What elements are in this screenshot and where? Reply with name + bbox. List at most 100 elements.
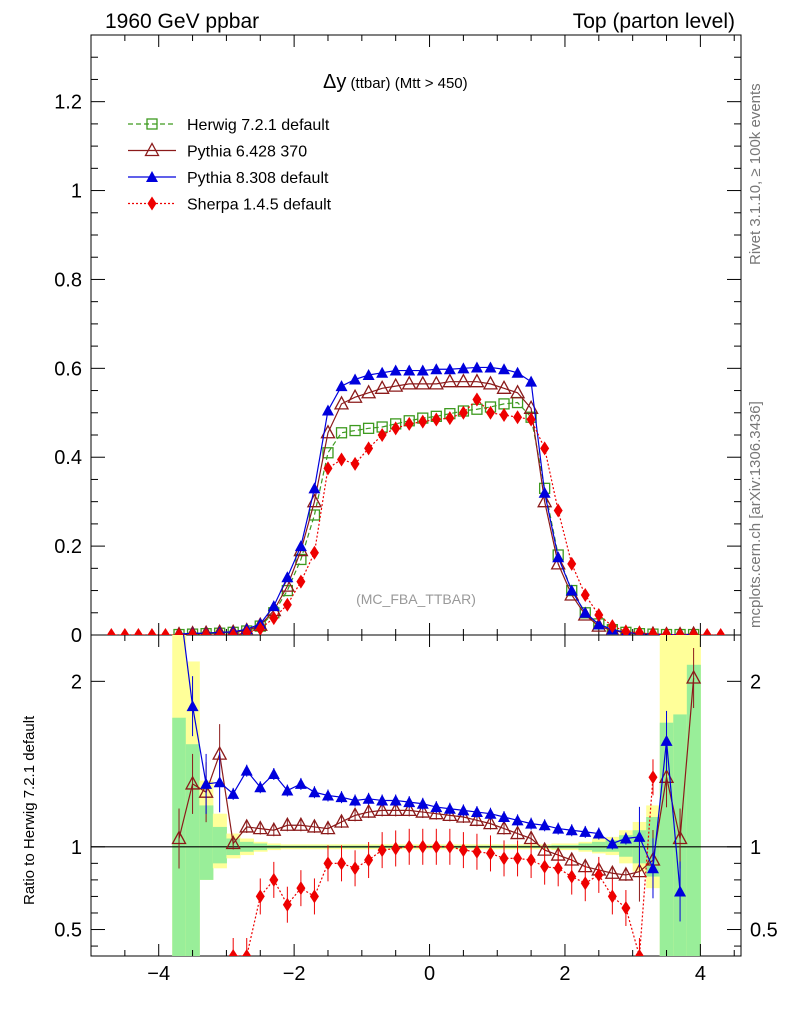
main-point: [323, 461, 333, 476]
main-point: [337, 452, 347, 467]
ratio-point: [511, 814, 524, 826]
ratio-point: [320, 820, 336, 835]
main-point: [537, 493, 553, 508]
main-point: [550, 555, 566, 570]
ratio-point: [496, 820, 512, 835]
main-point: [496, 379, 512, 394]
main-point: [147, 628, 157, 635]
ratio-point: [428, 805, 444, 820]
main-point: [418, 414, 428, 429]
main-point: [621, 624, 631, 635]
main-line-3: [111, 398, 721, 635]
ratio-point: [686, 669, 702, 684]
ratio-point: [646, 862, 659, 874]
ratio-point: [376, 794, 389, 806]
main-point: [525, 375, 538, 387]
legend-marker: [146, 171, 158, 182]
main-point: [442, 373, 458, 388]
legend: Herwig 7.2.1 default Pythia 6.428 370 Pyth…: [128, 117, 332, 214]
ratio-point: [337, 856, 347, 871]
ratio-point: [173, 593, 185, 604]
ratio-point: [418, 839, 428, 854]
ratio-point: [308, 786, 321, 798]
ratio-point: [321, 789, 334, 801]
analysis-watermark: (MC_FBA_TTBAR): [356, 591, 476, 607]
main-point: [200, 624, 212, 635]
main-point: [404, 416, 414, 431]
ratio-point: [293, 816, 309, 831]
ratio-point: [242, 949, 252, 956]
ratio-point: [538, 819, 551, 831]
main-point: [675, 628, 685, 635]
main-point: [445, 411, 455, 426]
ratio-point: [415, 803, 431, 818]
ratio-point: [469, 811, 485, 826]
rivet-version-label: Rivet 3.1.10, ≥ 100k events: [747, 83, 764, 265]
ratio-point: [404, 839, 414, 854]
ratio-point: [513, 851, 523, 866]
main-point: [391, 421, 401, 436]
main-point: [376, 366, 389, 378]
ratio-point: [579, 825, 592, 837]
ratio-point: [361, 803, 377, 818]
green-band: [199, 805, 214, 880]
header-left-title: 1960 GeV ppbar: [105, 10, 259, 33]
main-point: [269, 611, 279, 626]
main-point: [255, 621, 265, 635]
ratio-point: [364, 853, 374, 868]
main-point: [361, 384, 377, 399]
main-point: [213, 623, 226, 635]
main-point: [509, 384, 526, 399]
main-point: [335, 427, 348, 439]
legend-marker: [147, 196, 157, 211]
ratio-point: [674, 885, 687, 897]
main-point: [428, 375, 444, 390]
main-point: [374, 379, 390, 394]
main-point: [188, 628, 198, 635]
ratio-point: [333, 813, 350, 828]
plot-title-rest: (ttbar) (Mtt > 450): [346, 75, 467, 92]
ratio-point: [200, 777, 213, 789]
main-point: [401, 375, 417, 390]
legend-marker: [146, 118, 158, 130]
axes-ticks: −4 −2 0 2 4 0 0.2 0.4 0.6 0.8 1 1.2 0.5 0.5 1 1 2 2: [54, 34, 778, 985]
ratio-point: [296, 881, 306, 896]
main-point: [594, 608, 604, 622]
ratio-point: [607, 889, 617, 904]
y-tick-label: 1.2: [54, 92, 82, 114]
main-point: [499, 408, 509, 422]
y-tick-label: 1: [71, 181, 82, 203]
main-point: [322, 447, 334, 459]
main-point: [294, 540, 307, 552]
ratio-y-tick-label: 0.5: [54, 920, 82, 942]
x-tick-label: 0: [424, 963, 435, 985]
main-point: [106, 628, 116, 635]
main-point: [634, 625, 644, 635]
ratio-point: [648, 770, 658, 785]
ratio-point: [567, 869, 577, 884]
y-tick-label: 0.2: [54, 536, 82, 558]
ratio-point: [619, 832, 632, 844]
main-point: [580, 588, 590, 602]
main-point: [526, 412, 536, 427]
ratio-y-tick-label: 2: [71, 671, 82, 693]
main-point: [201, 628, 211, 635]
ratio-point: [633, 830, 646, 842]
x-tick-label: −4: [147, 963, 170, 985]
main-point: [607, 619, 617, 634]
main-point: [648, 627, 658, 635]
ratio-point: [455, 808, 471, 823]
ratio-point: [485, 846, 495, 861]
ratio-point: [580, 876, 590, 891]
x-tick-label: 2: [559, 963, 570, 985]
main-point: [416, 364, 429, 376]
ratio-point: [470, 806, 483, 818]
main-point: [308, 482, 321, 494]
main-point: [455, 373, 471, 388]
ratio-point: [267, 767, 280, 779]
main-point: [579, 606, 592, 618]
ratio-point: [350, 861, 360, 876]
ratio-point: [374, 802, 390, 817]
ratio-point: [255, 889, 265, 904]
